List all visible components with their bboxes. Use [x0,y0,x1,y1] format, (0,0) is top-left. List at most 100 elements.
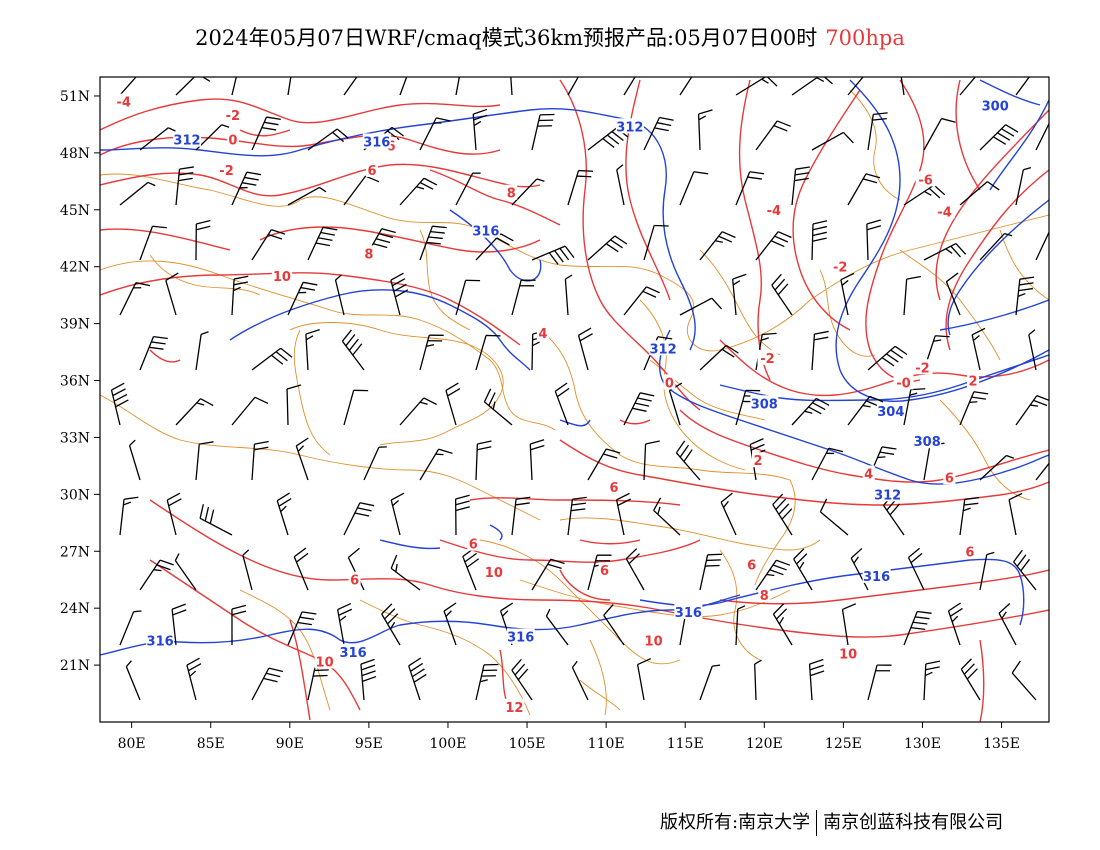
lon-label: 130E [904,736,941,752]
wind-barb [443,602,457,646]
wind-barb [341,329,365,371]
lat-label: 27N [60,544,90,560]
wind-barb [923,117,956,151]
wind-barbs [110,77,1049,701]
wind-barb [231,396,269,426]
height-contour-label: 312 [874,488,901,503]
temperature-contour-label: 8 [760,589,769,604]
temperature-label-bg [222,106,243,122]
wind-barb [923,660,941,701]
wind-barb [286,384,302,426]
wind-barb [772,493,793,536]
wind-barb [305,329,320,371]
wind-barb [171,603,187,646]
temperature-label-bg [663,374,676,390]
wind-barb [732,273,747,316]
height-label-bg [146,632,175,648]
wind-barb [867,446,897,481]
temperature-contour-label: -2 [226,109,240,124]
wind-barb [808,658,825,701]
wind-barb [615,492,632,536]
temperature-label-bg [504,698,525,714]
lon-label: 100E [429,736,466,752]
lat-label: 39N [60,317,90,333]
wind-barb [293,547,309,591]
wind-barb [390,272,409,316]
temperature-contour-label: 10 [316,655,334,670]
wind-barb [511,279,536,316]
temperature-label-bg [226,131,239,147]
wind-barb [755,231,792,261]
height-contour-label: 304 [877,405,904,420]
wind-barb [139,335,168,371]
temperature-contour-label: -2 [760,352,774,367]
longitude-labels: 80E 85E 90E 95E 100E 105E 110E 115E 120E 125E 130E… [118,736,1020,752]
height-contour-label: 308 [751,397,778,412]
temperature-label-bg [758,586,771,602]
lat-label: 42N [60,260,90,276]
wind-barb [643,224,669,261]
temperature-label-bg [757,349,778,365]
wind-barb [571,660,589,701]
wind-barb [625,548,645,591]
temperature-contour-label: -4 [116,96,130,111]
wind-barb [1008,492,1023,536]
wind-barb [735,605,746,646]
wind-barb [343,502,375,536]
lon-label: 115E [667,736,704,752]
temperature-label-bg [216,161,237,177]
wind-barb [531,245,575,265]
temperature-contour-label: 0 [228,134,237,149]
wind-barb [166,492,182,536]
height-contour-label: 316 [147,634,174,649]
lat-label: 45N [60,203,90,219]
temperature-label-bg [934,203,955,219]
temperature-label-bg [483,564,504,580]
temperature-label-bg [963,543,976,559]
temperature-label-bg [745,556,758,572]
temperature-label-bg [362,245,375,261]
wind-barb [1015,395,1049,426]
wind-barb [175,166,194,206]
wind-barb [959,77,977,96]
height-label-bg [362,133,391,149]
wind-barb [165,272,179,316]
temperature-label-bg [643,632,664,648]
height-label-bg [649,340,678,356]
height-contour-label: 312 [173,134,200,149]
wind-barb [903,275,922,316]
wind-barb [529,439,545,481]
wind-barb [791,166,810,206]
wind-barb [128,439,141,481]
wind-barb [475,440,492,481]
wind-barb [959,496,980,536]
temperature-contour-label: 6 [368,164,377,179]
wind-barb [186,657,202,701]
wind-barb [867,664,892,701]
temperature-label-bg [912,359,933,375]
height-label-bg [750,395,779,411]
lon-label: 80E [118,736,146,752]
wind-barb [959,391,989,426]
lon-label: 95E [355,736,383,752]
height-label-bg [674,603,703,619]
wind-barb [363,446,387,481]
temperature-contour-label: 6 [350,574,359,589]
lat-label: 48N [60,146,90,162]
lat-label: 24N [60,601,90,617]
temperature-contour-label: -0 [896,376,910,391]
wind-barb [399,397,437,426]
temperature-label-bg [598,562,611,578]
wind-barb [510,77,513,96]
wind-barb [119,77,137,96]
height-label-bg [471,222,500,238]
temperature-label-bg [348,571,361,587]
wind-barb [866,219,882,261]
temperature-contour-label: -6 [918,173,932,188]
latitude-labels: 51N 48N 45N 42N 39N 36N 33N 30N 27N 24N 21N [60,89,90,674]
wind-barb [125,660,141,701]
wind-barb [971,327,986,371]
wind-barb [979,124,1019,151]
wind-barb [175,77,215,96]
